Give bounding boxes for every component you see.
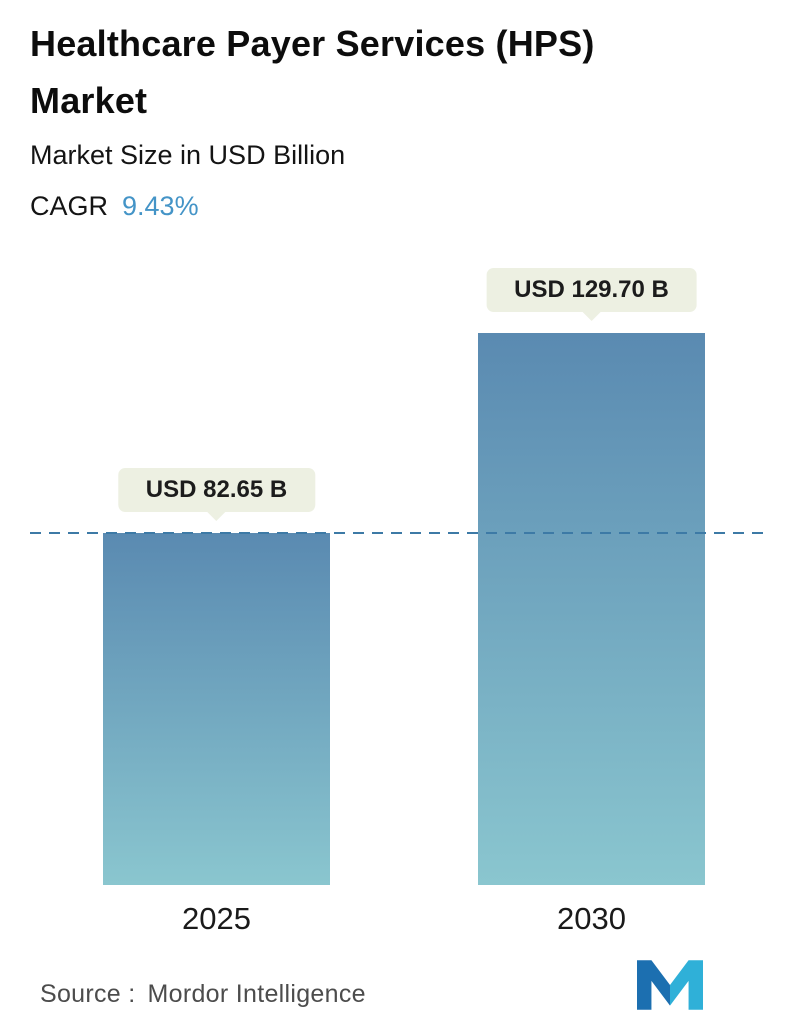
- cagr-row: CAGR 9.43%: [30, 191, 199, 222]
- value-label-2030: USD 129.70 B: [486, 268, 697, 312]
- mordor-intelligence-logo: [637, 960, 703, 1010]
- bar-group-2025: USD 82.65 B 2025: [103, 263, 330, 936]
- page-title: Healthcare Payer Services (HPS) Market: [30, 23, 595, 121]
- bar-2030: [478, 333, 705, 885]
- chart-subtitle: Market Size in USD Billion: [30, 140, 346, 170]
- x-axis-label-2025: 2025: [182, 901, 251, 936]
- logo-left-shape: [637, 960, 670, 1010]
- cagr-label: CAGR: [30, 191, 109, 221]
- value-label-2025: USD 82.65 B: [117, 468, 316, 512]
- value-label-2030-text: USD 129.70 B: [514, 276, 669, 303]
- cagr-value: 9.43%: [122, 191, 199, 221]
- source-attribution: Source : Mordor Intelligence: [40, 980, 366, 1009]
- dashed-reference-line: [30, 532, 766, 534]
- x-axis-label-2030: 2030: [557, 901, 626, 936]
- bar-group-2030: USD 129.70 B 2030: [478, 263, 705, 936]
- logo-right-shape: [670, 960, 703, 1010]
- bar-chart: USD 82.65 B 2025 USD 129.70 B 2030: [0, 263, 796, 936]
- source-label: Source :: [40, 980, 136, 1008]
- value-label-2025-text: USD 82.65 B: [145, 476, 288, 503]
- bar-2025: [103, 533, 330, 885]
- source-name: Mordor Intelligence: [147, 980, 366, 1008]
